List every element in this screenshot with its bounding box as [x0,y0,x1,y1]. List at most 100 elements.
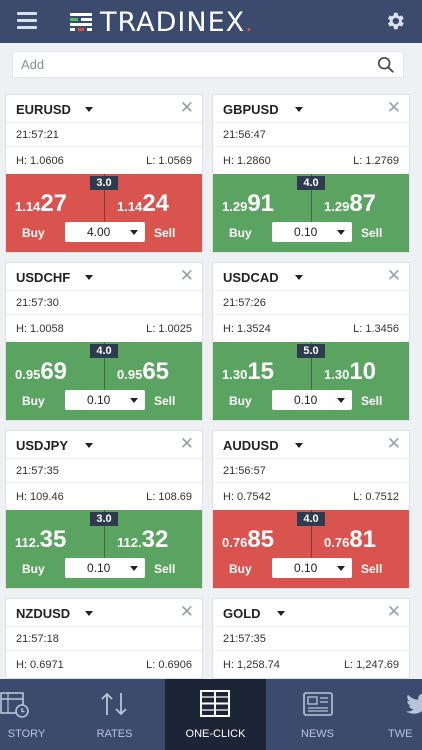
sell-button[interactable]: Sell [361,394,383,408]
chevron-down-icon[interactable] [85,107,93,112]
rate-tile-eurusd: EURUSD ✕ 21:57:21 H: 1.0606 L: 1.0569 3.… [5,94,203,253]
sell-button[interactable]: Sell [361,562,383,576]
price-pips: 24 [142,190,170,217]
sell-price[interactable]: 1.3015 [222,358,274,386]
spread-badge: 4.0 [90,344,118,358]
sell-price[interactable]: 1.1427 [15,190,67,218]
quantity-select[interactable]: 0.10 [65,390,145,410]
chevron-down-icon[interactable] [295,443,303,448]
high-low-row: H: 1.3524 L: 1.3456 [213,315,409,342]
low-value: L: 1,247.69 [343,659,399,671]
sell-button[interactable]: Sell [361,226,383,240]
timestamp: 21:57:35 [6,459,202,483]
quantity-select[interactable]: 0.10 [272,558,352,578]
price-prefix: 0.76 [222,535,248,550]
price-divider [311,342,312,390]
buy-button[interactable]: Buy [229,394,252,408]
price-pips: 32 [141,526,169,553]
nav-history[interactable]: STORY [0,679,65,750]
brand-name: TRADINEX [100,6,246,38]
buy-button[interactable]: Buy [229,562,252,576]
chevron-down-icon [337,566,345,571]
symbol-label: USDCAD [223,270,279,285]
close-icon[interactable]: ✕ [179,434,194,453]
history-icon [0,692,29,718]
buy-button[interactable]: Buy [22,562,45,576]
price-pips: 87 [349,190,377,217]
sell-button[interactable]: Sell [154,394,176,408]
search-bar [0,43,422,86]
gear-icon[interactable] [384,10,406,32]
nav-label: NEWS [301,728,334,740]
nav-rates[interactable]: RATES [64,679,165,750]
chevron-down-icon[interactable] [85,443,93,448]
quantity-select[interactable]: 4.00 [65,222,145,242]
spread-badge: 5.0 [297,344,325,358]
search-icon[interactable] [377,56,395,74]
buy-button[interactable]: Buy [22,226,45,240]
buy-button[interactable]: Buy [229,226,252,240]
sell-price[interactable]: 0.9569 [15,358,67,386]
high-low-row: H: 1.2860 L: 1.2769 [213,147,409,174]
buy-price[interactable]: 1.3010 [324,358,376,386]
tile-header: USDJPY ✕ [6,431,202,459]
quantity-select[interactable]: 0.10 [272,222,352,242]
sell-price[interactable]: 112.35 [15,526,66,554]
quantity-value: 0.10 [87,561,111,575]
close-icon[interactable]: ✕ [386,602,401,621]
buy-price[interactable]: 1.2987 [324,190,376,218]
price-pips: 27 [40,190,68,217]
chevron-down-icon[interactable] [277,611,285,616]
high-value: H: 109.46 [16,491,64,503]
rates-icon [101,692,127,716]
price-pips: 10 [349,358,377,385]
high-low-row: H: 1.0058 L: 1.0025 [6,315,202,342]
high-low-row: H: 1.0606 L: 1.0569 [6,147,202,174]
quantity-select[interactable]: 0.10 [272,390,352,410]
close-icon[interactable]: ✕ [386,434,401,453]
close-icon[interactable]: ✕ [179,98,194,117]
buy-price[interactable]: 0.9565 [117,358,169,386]
sell-button[interactable]: Sell [154,562,176,576]
high-low-row: H: 0.6971 L: 0.6906 [6,651,202,678]
high-value: H: 0.7542 [223,491,271,503]
price-prefix: 1.30 [222,367,248,382]
sell-price[interactable]: 1.2991 [222,190,274,218]
buy-price[interactable]: 112.32 [117,526,168,554]
close-icon[interactable]: ✕ [179,602,194,621]
chevron-down-icon[interactable] [85,611,93,616]
price-panel: 3.0 112.35 112.32 Buy 0.10 Sell [6,510,202,588]
chevron-down-icon[interactable] [295,107,303,112]
buy-price[interactable]: 0.7681 [324,526,376,554]
menu-icon[interactable] [17,12,37,30]
sell-price[interactable]: 0.7685 [222,526,274,554]
chevron-down-icon[interactable] [295,275,303,280]
chevron-down-icon [130,230,138,235]
tile-header: GOLD ✕ [213,599,409,627]
chevron-down-icon[interactable] [85,275,93,280]
quantity-select[interactable]: 0.10 [65,558,145,578]
tile-header: NZDUSD ✕ [6,599,202,627]
nav-one-click[interactable]: ONE-CLICK [165,679,266,750]
price-prefix: 1.29 [324,199,350,214]
buy-price[interactable]: 1.1424 [117,190,169,218]
timestamp: 21:57:21 [6,123,202,147]
nav-news[interactable]: NEWS [267,679,368,750]
price-prefix: 1.29 [222,199,248,214]
nav-twitter[interactable]: TWE [368,679,422,750]
close-icon[interactable]: ✕ [386,266,401,285]
high-value: H: 1.3524 [223,323,271,335]
close-icon[interactable]: ✕ [386,98,401,117]
price-prefix: 112. [15,535,40,550]
price-divider [311,174,312,222]
spread-badge: 4.0 [297,512,325,526]
price-prefix: 0.95 [117,367,143,382]
low-value: L: 1.3456 [353,323,399,335]
sell-button[interactable]: Sell [154,226,176,240]
low-value: L: 1.0569 [146,155,192,167]
buy-button[interactable]: Buy [22,394,45,408]
search-input[interactable] [13,52,353,77]
price-divider [104,510,105,558]
close-icon[interactable]: ✕ [179,266,194,285]
price-pips: 15 [247,358,275,385]
